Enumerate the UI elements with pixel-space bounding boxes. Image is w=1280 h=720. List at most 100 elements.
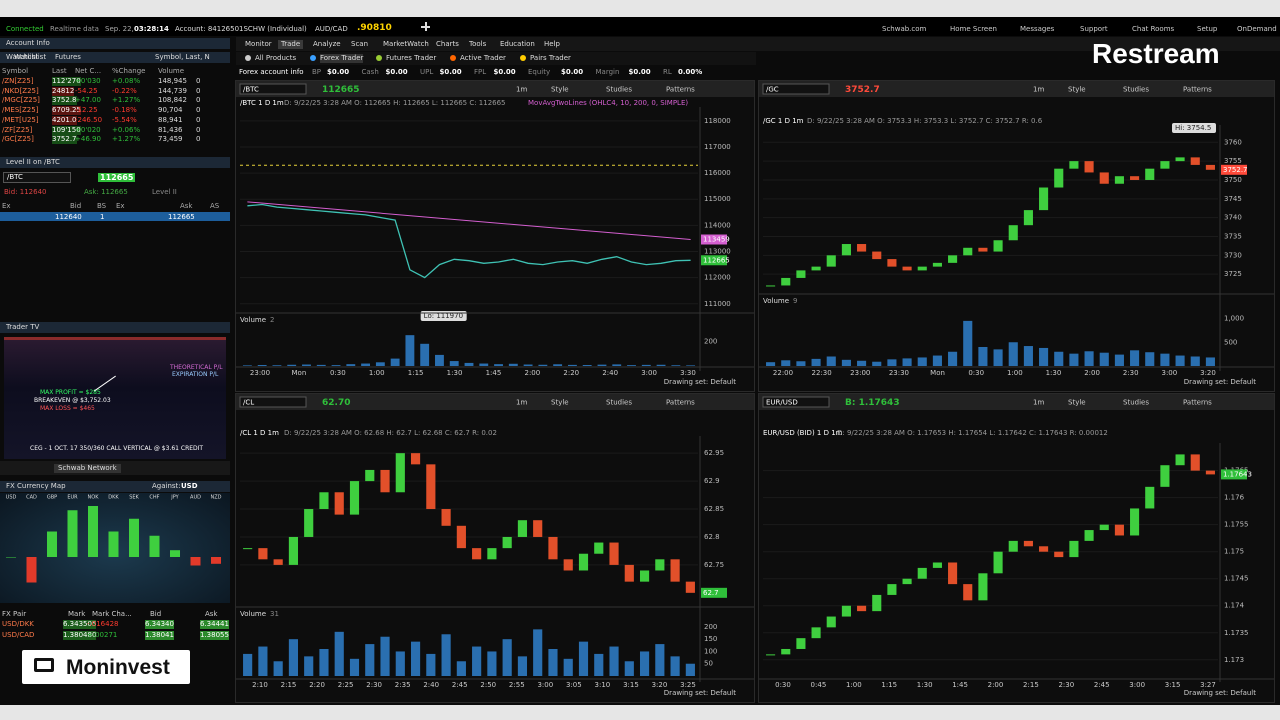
currency-label: CHF	[149, 495, 159, 501]
toolbar-button: Patterns	[1183, 399, 1212, 407]
candle	[563, 559, 573, 571]
volume-bar	[410, 641, 421, 676]
x-tick-label: 3:00	[537, 681, 553, 689]
candle	[548, 536, 558, 560]
top-link[interactable]: Home Screen	[950, 25, 997, 33]
candle	[578, 553, 589, 571]
fx-bar	[88, 506, 98, 557]
menu-item[interactable]: MarketWatch	[383, 40, 429, 48]
trader-tab[interactable]: Forex Trader	[320, 54, 364, 63]
y-tick-label: 3745	[1224, 195, 1242, 203]
top-link[interactable]: Chat Rooms	[1132, 25, 1175, 33]
section-title: FX Currency Map	[6, 482, 66, 490]
chart-toolbar	[236, 394, 754, 410]
symbol: EUR/USD	[766, 399, 798, 407]
candle	[902, 266, 912, 271]
top-link[interactable]: Setup	[1197, 25, 1218, 33]
volume-bar	[533, 629, 543, 676]
x-tick-label: 2:15	[281, 681, 297, 689]
x-tick-label: 2:25	[338, 681, 354, 689]
candle	[917, 567, 927, 579]
menu-item[interactable]: Help	[544, 40, 560, 48]
volume-bar	[1130, 350, 1140, 366]
symbol: /BTC	[243, 86, 259, 94]
volume-bar	[472, 646, 482, 676]
price-badge	[701, 234, 727, 245]
top-link[interactable]: Support	[1080, 25, 1108, 33]
watchlist-cell: +0.06%	[112, 125, 141, 134]
top-link[interactable]: Schwab.com	[882, 25, 927, 33]
x-tick-label: 22:30	[812, 369, 832, 377]
chart-toolbar	[759, 394, 1274, 410]
video-caption: MAX PROFIT = $285	[40, 389, 101, 396]
trader-tab[interactable]: Active Trader	[460, 54, 506, 62]
y-tick-label: 62.9	[704, 477, 720, 485]
video-caption: EXPIRATION P/L	[172, 371, 219, 378]
watchlist-cell: -12.25	[75, 106, 98, 115]
volume-bar	[548, 649, 558, 676]
volume-bar	[319, 649, 329, 676]
candle	[517, 520, 528, 537]
x-tick-label: 2:15	[1023, 681, 1039, 689]
symbol-box	[762, 83, 830, 95]
label: Account: 84126501SCHW (Individual)	[175, 25, 307, 33]
column-header: Last	[52, 67, 67, 75]
toolbar-button: 1m	[516, 86, 527, 94]
top-link[interactable]: Messages	[1020, 25, 1055, 33]
volume-bar	[655, 644, 665, 676]
candle	[932, 562, 942, 568]
toolbar-button: Patterns	[666, 399, 695, 407]
candle	[1069, 161, 1079, 169]
menu-item[interactable]: Analyze	[313, 40, 341, 48]
x-tick-label: 3:20	[1200, 369, 1216, 377]
chart-panel: /CL 62.70 1m Style Studies Patterns/CL 1 D 1m…	[235, 393, 755, 703]
menu-item[interactable]: Trade	[278, 40, 304, 49]
label: Forex account info	[239, 68, 304, 76]
x-tick-label: 3:00	[1161, 369, 1177, 377]
top-link[interactable]: OnDemand	[1237, 25, 1277, 33]
x-tick-label: 2:30	[366, 681, 382, 689]
section-title: Watchlist	[6, 53, 39, 61]
label: /BTC	[7, 173, 23, 181]
fx-cell: 6.34441	[200, 620, 229, 629]
watchlist-cell: +0'030	[75, 77, 101, 85]
candle	[487, 548, 497, 560]
x-tick-label: 2:20	[563, 369, 579, 377]
volume-bar	[273, 661, 283, 676]
volume-bar	[479, 363, 489, 366]
trader-tab[interactable]: Futures Trader	[386, 54, 437, 62]
candle	[1130, 508, 1140, 536]
candle	[380, 469, 390, 493]
y-tick-label: 1.1735	[1224, 629, 1249, 637]
menu-item[interactable]: Charts	[436, 40, 459, 48]
x-tick-label: 2:30	[1058, 681, 1074, 689]
watchlist-cell: 0	[196, 96, 201, 105]
volume-bar	[671, 365, 681, 366]
volume-bar	[288, 639, 299, 676]
volume-bar	[1114, 354, 1124, 366]
symbol-box	[239, 396, 307, 408]
column-header: Ask	[180, 202, 193, 210]
menu-item[interactable]: Education	[500, 40, 535, 48]
candle	[963, 584, 973, 601]
trader-tab[interactable]: All Products	[255, 54, 297, 62]
label: 112640	[55, 213, 82, 221]
chart-title: EUR/USD (BID) 1 D 1m	[763, 429, 843, 437]
watchlist-cell: -0.18%	[112, 106, 137, 115]
x-tick-label: 0:30	[968, 369, 984, 377]
x-tick-label: 1:45	[952, 681, 968, 689]
watermark: Restream	[1092, 38, 1220, 69]
volume-bar	[502, 639, 512, 676]
y-tick-label: 3740	[1224, 214, 1242, 222]
watchlist-cell: 4201.0	[52, 115, 77, 125]
menu-item[interactable]: Monitor	[245, 40, 272, 48]
watchlist-cell: 24812	[52, 86, 75, 96]
label: 03:28:14	[134, 25, 169, 33]
x-tick-label: 0:30	[775, 681, 791, 689]
label: Level II	[152, 188, 177, 196]
x-tick-label: 3:25	[680, 681, 696, 689]
chart-info: D: 9/22/25 3:28 AM O: 112665 H: 112665 L…	[284, 99, 506, 107]
trader-tab[interactable]: Pairs Trader	[530, 54, 571, 62]
menu-item[interactable]: Scan	[351, 40, 369, 48]
menu-item[interactable]: Tools	[469, 40, 487, 48]
